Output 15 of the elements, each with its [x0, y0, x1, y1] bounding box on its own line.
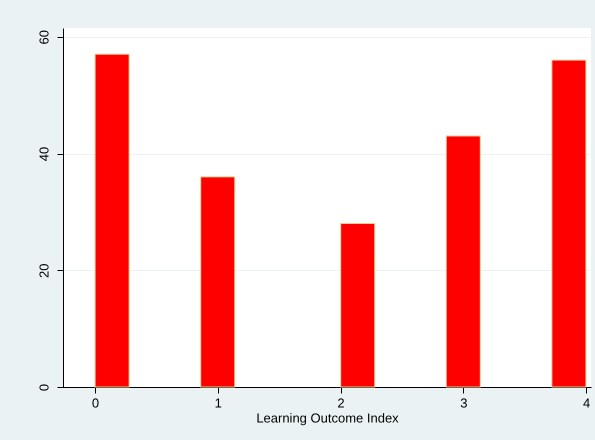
x-tick-label: 0 — [92, 396, 100, 410]
y-tick-label: 0 — [36, 384, 52, 392]
bar — [94, 54, 130, 388]
y-tick-label: 40 — [36, 146, 52, 162]
bar — [446, 135, 481, 388]
bar — [200, 176, 236, 388]
x-tick-label: 3 — [460, 396, 468, 410]
y-tick-label: 60 — [36, 30, 52, 44]
x-tick-label: 2 — [337, 396, 345, 410]
bar — [340, 223, 376, 388]
bar — [551, 60, 586, 388]
x-axis-title: Learning Outcome Index — [256, 410, 400, 426]
x-tick-label: 4 — [582, 396, 590, 410]
x-tick-label: 1 — [214, 396, 222, 410]
y-tick-label: 20 — [36, 264, 52, 278]
